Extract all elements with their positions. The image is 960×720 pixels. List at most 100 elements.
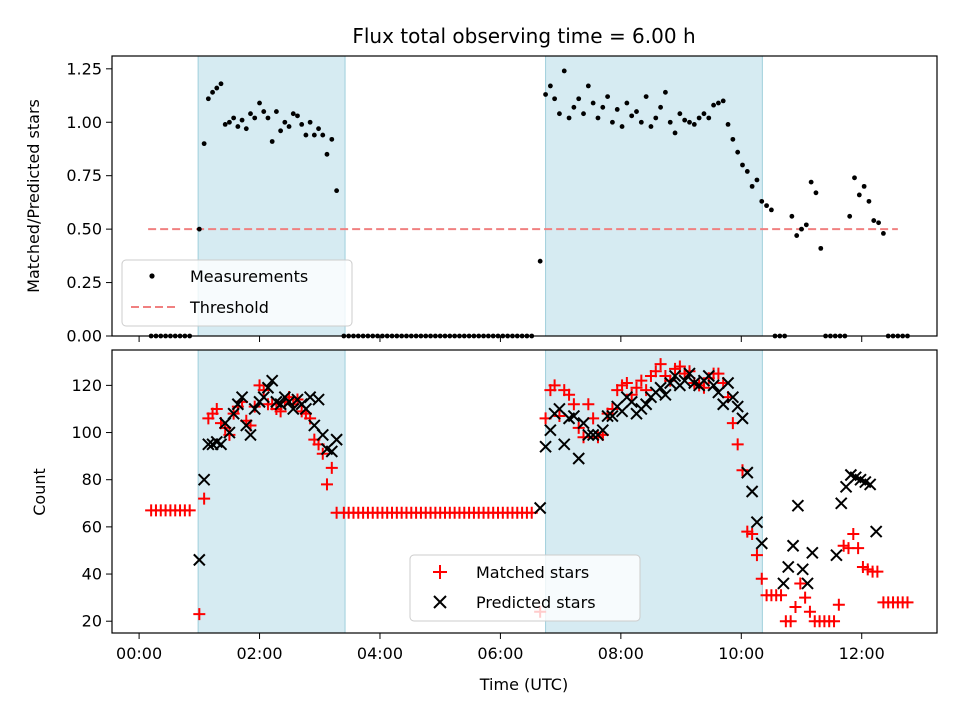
predicted-star-point — [312, 393, 325, 406]
predicted-star-point — [668, 369, 682, 383]
top-y-axis-label: Matched/Predicted stars — [24, 99, 43, 293]
bottom-y-tick-label: 120 — [71, 376, 102, 395]
predicted-star-point — [577, 416, 590, 430]
predicted-star-point — [835, 497, 848, 510]
top-shaded-region-1 — [545, 55, 763, 337]
matched-star-point — [582, 398, 595, 411]
figure-title: Flux total observing time = 6.00 h — [352, 24, 695, 48]
measurement-point — [282, 119, 288, 125]
bottom-legend: Matched stars Predicted stars — [409, 554, 641, 622]
measurement-point — [295, 113, 300, 119]
measurement-point — [614, 107, 620, 112]
predicted-star-point — [806, 546, 819, 560]
predicted-star-point — [586, 428, 600, 442]
measurement-point — [648, 124, 654, 129]
measurement-point — [218, 81, 224, 87]
measurement-point — [720, 98, 726, 104]
predicted-star-point — [777, 577, 790, 590]
measurement-point — [566, 115, 572, 121]
matched-star-point — [712, 367, 725, 380]
measurement-point — [852, 175, 857, 181]
matched-star-point — [223, 428, 236, 441]
matched-star-point — [210, 402, 223, 415]
measurement-point — [658, 104, 663, 110]
legend-matched-label: Matched stars — [476, 563, 589, 582]
predicted-star-point — [755, 537, 768, 550]
measurement-point — [610, 119, 615, 125]
measurement-point — [201, 141, 207, 147]
predicted-star-point — [567, 409, 581, 423]
top-y-tick-label: 0.25 — [66, 273, 102, 292]
measurement-point — [311, 132, 317, 138]
matched-star-point — [548, 379, 561, 392]
bottom-x-ticks: 00:00 02:00 04:00 06:00 08:00 10:00 12:00 — [116, 633, 885, 663]
matched-star-point — [784, 615, 797, 628]
top-y-tick-label: 1.25 — [66, 59, 102, 78]
measurement-point — [252, 115, 258, 121]
predicted-star-point — [227, 407, 240, 420]
legend-measurements-label: Measurements — [190, 267, 308, 286]
measurement-point — [813, 190, 819, 196]
predicted-star-point — [257, 390, 270, 404]
matched-star-point — [198, 492, 211, 505]
matched-star-point — [193, 608, 206, 621]
measurement-point — [269, 139, 275, 144]
predicted-star-point — [791, 499, 805, 512]
matched-star-point — [320, 478, 333, 491]
top-y-tick-label: 0.00 — [66, 327, 102, 346]
predicted-star-point — [231, 398, 245, 411]
matched-star-point — [606, 402, 619, 415]
measurement-point — [803, 222, 809, 228]
predicted-star-point — [265, 374, 279, 387]
measurement-point — [701, 111, 707, 117]
measurement-point — [581, 111, 586, 117]
measurement-point — [667, 119, 673, 125]
measurement-point — [847, 213, 853, 219]
predicted-star-point — [745, 485, 759, 498]
matched-star-point — [577, 431, 590, 444]
matched-star-point — [649, 365, 662, 378]
predicted-star-point — [726, 390, 740, 404]
measurement-point — [537, 258, 543, 264]
matched-star-point — [847, 527, 860, 540]
predicted-star-point — [741, 466, 754, 479]
top-y-tick-label: 0.75 — [66, 166, 102, 185]
predicted-star-point — [786, 539, 800, 552]
predicted-star-point — [707, 379, 720, 392]
measurement-point — [261, 109, 267, 114]
predicted-star-point — [533, 501, 547, 515]
measurement-point — [856, 192, 862, 198]
predicted-star-point — [702, 369, 715, 383]
measurement-point — [205, 96, 211, 102]
bottom-legend-box — [409, 554, 641, 622]
legend-predicted-marker — [433, 595, 447, 609]
predicted-star-point — [244, 428, 257, 442]
measurement-point — [571, 104, 577, 110]
matched-star-point — [736, 464, 749, 477]
predicted-star-point — [796, 563, 809, 576]
bottom-y-tick-label: 20 — [82, 612, 102, 631]
measurement-point — [299, 121, 305, 127]
top-y-tick-label: 0.50 — [66, 220, 102, 239]
measurement-point — [643, 94, 649, 100]
bottom-x-tick-label: 04:00 — [357, 644, 403, 663]
bottom-predicted-points — [193, 367, 883, 590]
predicted-star-point — [299, 402, 313, 416]
predicted-star-point — [863, 478, 877, 491]
predicted-star-point — [782, 560, 795, 574]
measurement-point — [730, 136, 736, 142]
measurement-point — [725, 121, 731, 127]
predicted-star-point — [287, 402, 300, 416]
bottom-y-tick-label: 60 — [82, 517, 102, 536]
matched-star-point — [640, 384, 653, 397]
matched-star-point — [832, 598, 845, 611]
bottom-axes-frame — [111, 349, 938, 634]
measurement-point — [273, 109, 279, 114]
top-legend-box — [121, 259, 353, 327]
measurement-point — [334, 188, 340, 194]
matched-star-point — [620, 377, 633, 390]
measurement-point — [638, 119, 644, 125]
measurement-point — [663, 89, 668, 95]
measurement-point — [585, 83, 591, 89]
measurement-point — [590, 100, 596, 106]
